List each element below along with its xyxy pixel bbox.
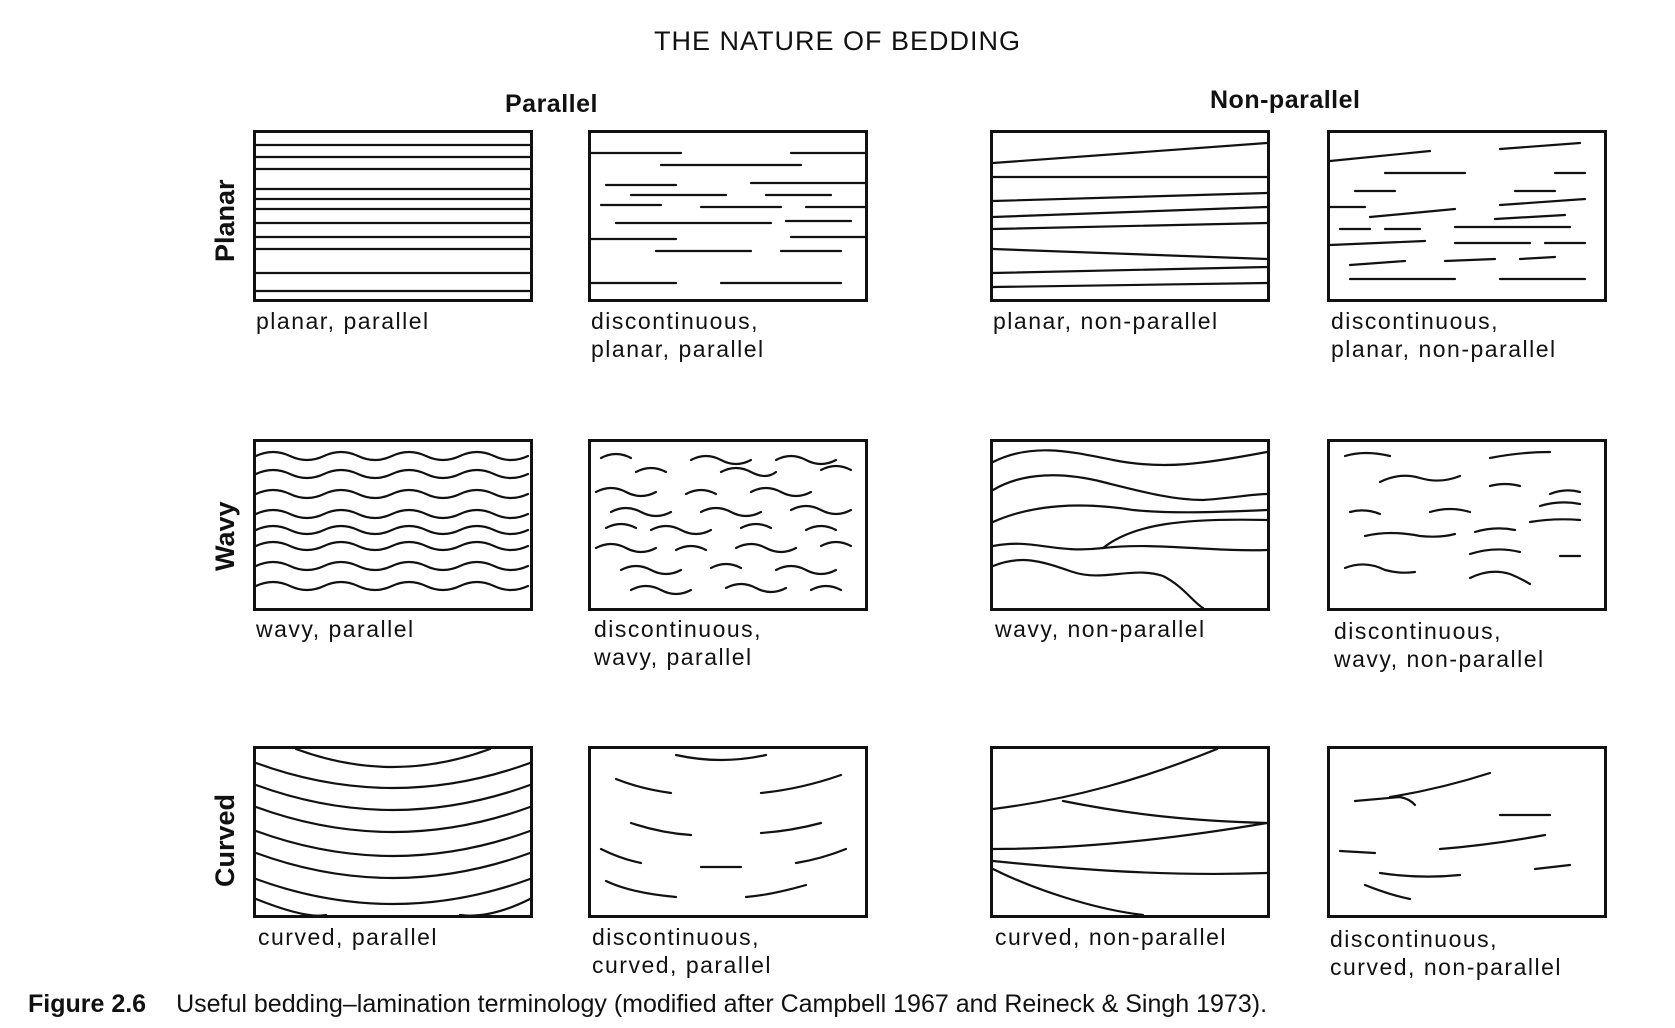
caption-planar-parallel: planar, parallel — [256, 308, 430, 334]
caption-discontinuous-wavy-non-parallel: discontinuous, wavy, non-parallel — [1334, 618, 1545, 672]
column-heading-non-parallel: Non-parallel — [1210, 86, 1361, 114]
row-heading-wavy: Wavy — [210, 501, 240, 571]
panel-curved-parallel — [253, 746, 533, 918]
caption-discontinuous-curved-non-parallel: discontinuous, curved, non-parallel — [1330, 926, 1563, 980]
caption-planar-non-parallel: planar, non-parallel — [993, 308, 1219, 334]
column-heading-parallel: Parallel — [505, 90, 598, 118]
caption-wavy-non-parallel: wavy, non-parallel — [995, 616, 1206, 642]
caption-discontinuous-curved-parallel: discontinuous, curved, parallel — [592, 924, 772, 978]
caption-discontinuous-planar-parallel: discontinuous, planar, parallel — [591, 308, 765, 362]
panel-discontinuous-planar-parallel — [588, 130, 868, 302]
figure-title: THE NATURE OF BEDDING — [653, 26, 1022, 56]
panel-planar-parallel — [253, 130, 533, 302]
figure-label: Figure 2.6 — [28, 990, 147, 1018]
panel-discontinuous-curved-parallel — [588, 746, 868, 918]
caption-discontinuous-planar-non-parallel: discontinuous, planar, non-parallel — [1331, 308, 1557, 362]
row-heading-curved: Curved — [210, 793, 240, 887]
panel-discontinuous-curved-non-parallel — [1327, 746, 1607, 918]
panel-discontinuous-wavy-non-parallel — [1327, 439, 1607, 611]
caption-wavy-parallel: wavy, parallel — [256, 616, 415, 642]
figure-caption: Figure 2.6 Useful bedding–lamination term… — [28, 990, 1267, 1019]
row-heading-planar: Planar — [210, 179, 240, 262]
panel-wavy-parallel — [253, 439, 533, 611]
panel-curved-non-parallel — [990, 746, 1270, 918]
panel-discontinuous-wavy-parallel — [588, 439, 868, 611]
caption-discontinuous-wavy-parallel: discontinuous, wavy, parallel — [594, 616, 763, 670]
panel-planar-non-parallel — [990, 130, 1270, 302]
caption-curved-non-parallel: curved, non-parallel — [995, 924, 1228, 950]
panel-discontinuous-planar-non-parallel — [1327, 130, 1607, 302]
figure-caption-text: Useful bedding–lamination terminology (m… — [176, 990, 1268, 1018]
caption-curved-parallel: curved, parallel — [258, 924, 438, 950]
panel-wavy-non-parallel — [990, 439, 1270, 611]
